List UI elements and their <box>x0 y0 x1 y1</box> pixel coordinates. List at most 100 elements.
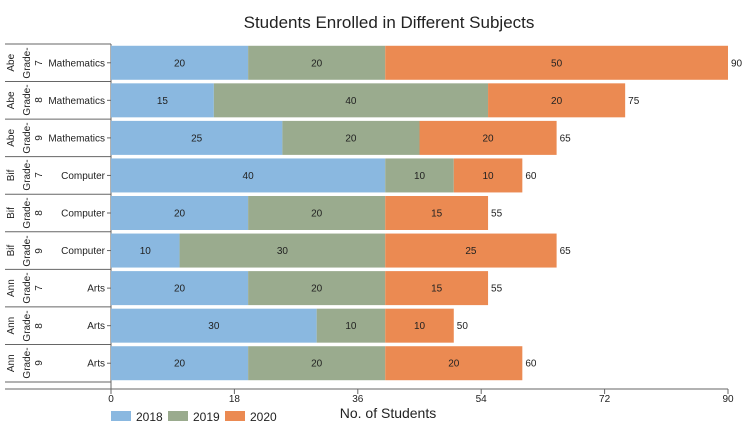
x-tick-label: 90 <box>722 394 734 405</box>
bar-segment-2018 <box>111 120 283 155</box>
bar-segment-2019 <box>248 196 386 230</box>
bar-segment-2020 <box>385 308 454 343</box>
bar-total-label: 60 <box>525 171 537 182</box>
row-teacher-label: Ann <box>6 279 17 297</box>
bar-value-label: 40 <box>345 96 357 107</box>
bar-total-label: 50 <box>457 321 469 332</box>
bar-total-label: 90 <box>731 58 743 69</box>
x-tick-label: 0 <box>108 394 114 405</box>
x-tick-label: 72 <box>599 394 611 405</box>
row-grade-label: Grade-8 <box>22 310 45 342</box>
bar-segment-2019 <box>385 158 454 193</box>
bar-value-label: 30 <box>277 246 289 257</box>
row-subject-label: Computer <box>61 209 106 220</box>
bar-segment-2019 <box>282 120 420 155</box>
bar-value-label: 10 <box>345 321 357 332</box>
chart-title: Students Enrolled in Different Subjects <box>244 13 535 32</box>
bar-value-label: 10 <box>414 321 426 332</box>
bar-value-label: 20 <box>174 209 186 220</box>
row-teacher-label: Ann <box>6 354 17 372</box>
bar-value-label: 20 <box>345 133 357 144</box>
bar-segment-2020 <box>385 45 728 80</box>
bar-segment-2019 <box>248 271 386 306</box>
row-subject-label: Arts <box>87 321 105 332</box>
bar-segment-2020 <box>385 346 523 381</box>
row-teacher-label: Bif <box>6 169 17 181</box>
bar-segment-2018 <box>111 233 180 268</box>
bar-value-label: 20 <box>311 359 323 370</box>
bar-segment-2020 <box>385 196 489 230</box>
row-grade-label: Grade-9 <box>22 234 45 267</box>
legend-swatch-2020 <box>225 411 245 421</box>
bar-total-label: 55 <box>491 284 503 295</box>
x-tick-label: 36 <box>352 394 364 405</box>
bar-total-label: 60 <box>525 359 537 370</box>
row-subject-label: Computer <box>61 246 106 257</box>
row-grade-label: Grade-9 <box>22 122 45 154</box>
bar-segment-2018 <box>111 196 249 230</box>
bar-total-label: 65 <box>560 133 572 144</box>
row-teacher-label: Bif <box>6 244 17 256</box>
row-subject-label: Mathematics <box>48 133 105 144</box>
bar-segment-2020 <box>453 158 523 193</box>
legend-label: 2019 <box>193 410 220 424</box>
row-subject-label: Computer <box>61 171 106 182</box>
bar-value-label: 20 <box>482 133 494 144</box>
row-subject-label: Arts <box>87 284 105 295</box>
bar-value-label: 15 <box>431 284 443 295</box>
bar-segment-2018 <box>111 308 317 343</box>
bar-segment-2018 <box>111 271 249 306</box>
bar-value-label: 40 <box>243 171 255 182</box>
bar-value-label: 20 <box>311 284 323 295</box>
bar-segment-2019 <box>248 346 386 381</box>
bar-value-label: 10 <box>414 171 426 182</box>
bar-value-label: 20 <box>174 359 186 370</box>
bar-value-label: 20 <box>174 58 186 69</box>
bar-segment-2019 <box>248 45 386 80</box>
row-teacher-label: Ann <box>6 317 17 335</box>
legend-label: 2020 <box>250 410 277 424</box>
bar-value-label: 20 <box>311 209 323 220</box>
bar-value-label: 20 <box>448 359 460 370</box>
x-tick-label: 18 <box>229 394 241 405</box>
x-axis-label: No. of Students <box>340 405 437 421</box>
bar-value-label: 20 <box>551 96 563 107</box>
bar-total-label: 55 <box>491 209 503 220</box>
row-subject-label: Mathematics <box>48 96 105 107</box>
bar-segment-2019 <box>179 233 386 268</box>
row-grade-label: Grade-7 <box>22 272 45 304</box>
bar-value-label: 30 <box>208 321 220 332</box>
bar-segment-2018 <box>111 83 214 118</box>
bar-value-label: 25 <box>191 133 203 144</box>
row-grade-label: Grade-9 <box>22 347 45 379</box>
bar-segment-2020 <box>385 233 557 268</box>
row-subject-label: Arts <box>87 359 105 370</box>
legend-swatch-2019 <box>168 411 188 421</box>
bar-value-label: 10 <box>482 171 494 182</box>
row-grade-label: Grade-7 <box>22 159 45 191</box>
bar-value-label: 10 <box>140 246 152 257</box>
bar-total-label: 65 <box>560 246 572 257</box>
bar-segment-2020 <box>419 120 557 155</box>
legend-swatch-2018 <box>111 411 131 421</box>
bar-segment-2018 <box>111 45 249 80</box>
row-teacher-label: Bif <box>6 207 17 219</box>
bar-segment-2018 <box>111 158 386 193</box>
legend-label: 2018 <box>136 410 163 424</box>
x-tick-label: 54 <box>476 394 488 405</box>
bar-value-label: 20 <box>311 58 323 69</box>
bar-segment-2020 <box>385 271 489 306</box>
row-grade-label: Grade-8 <box>22 197 45 229</box>
row-teacher-label: Abe <box>6 91 17 109</box>
bar-segment-2018 <box>111 346 249 381</box>
row-grade-label: Grade-8 <box>22 84 45 116</box>
bar-value-label: 15 <box>157 96 169 107</box>
row-teacher-label: Abe <box>6 53 17 71</box>
bar-value-label: 15 <box>431 209 443 220</box>
bar-value-label: 50 <box>551 58 563 69</box>
bar-segment-2020 <box>488 83 626 118</box>
row-grade-label: Grade-7 <box>22 47 45 79</box>
row-teacher-label: Abe <box>6 129 17 147</box>
